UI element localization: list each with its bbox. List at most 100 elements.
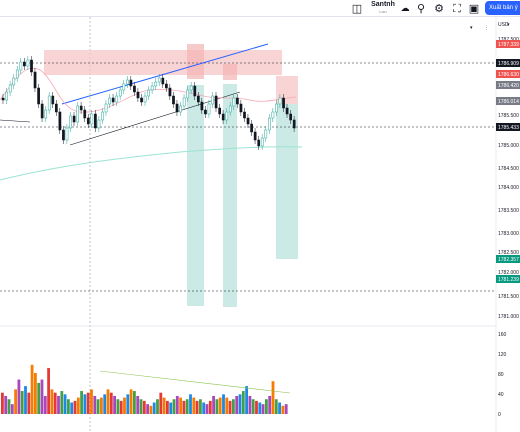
volume-bar [116,399,120,414]
currency-label[interactable]: USD [498,22,509,28]
candle-body [76,105,80,123]
candle-body [1,97,5,101]
candle-body [150,85,154,91]
volume-bar [166,400,169,414]
volume-trendline[interactable] [99,370,291,394]
candle-body [108,97,111,105]
supply-zone[interactable] [44,50,282,75]
volume-tick-label: 40 [498,392,504,398]
candle-body [58,111,62,131]
candle-body [200,101,204,111]
price-tag-label: 1786.630 [498,72,519,78]
volume-bar [162,397,166,414]
chevron-down-icon[interactable]: ▾ [507,22,510,28]
volume-bar [100,397,103,414]
volume-bar [241,391,245,414]
volume-bar [179,397,182,414]
volume-series[interactable] [1,364,288,414]
volume-bar [156,399,159,414]
price-tag-label: 1787.339 [498,42,519,48]
price-axis[interactable] [496,17,520,432]
volume-bar [30,364,34,414]
volume-bar [255,400,258,414]
publish-button[interactable]: Xuất bản ý [485,1,520,15]
top-toolbar: ◫ Santnh Lưu ☁ ⚲ ⚙ ⛶ ▣ Xuất bản ý [0,0,520,17]
camera-icon[interactable]: ▣ [468,2,480,15]
short-position-target[interactable] [276,104,298,259]
chart-area[interactable]: USD ▾ ▾ ⋮ 1787.5001786.5001786.0001785.5… [0,17,520,432]
target-zone[interactable] [223,84,237,307]
candle-body [278,97,282,105]
price-tag-label: 1786.420 [498,83,519,89]
candle-body [90,113,94,125]
candlestick-series[interactable] [1,56,296,150]
candle-body [246,117,250,125]
layout-icon[interactable]: ◫ [351,2,363,15]
volume-bar [90,389,93,414]
candle-body [65,127,69,141]
fullscreen-icon[interactable]: ⛶ [453,1,461,15]
candle-body [15,69,19,79]
candle-body [23,61,26,67]
trend-ray[interactable] [0,119,31,123]
candle-body [214,95,218,109]
candle-body [207,103,211,115]
volume-bar [123,397,126,414]
candle-body [55,103,58,113]
volume-bar [67,399,70,414]
volume-bar [261,404,265,414]
volume-bar [119,400,123,414]
volume-bar [185,399,189,414]
candle-body [33,71,37,89]
volume-bar [182,400,186,414]
chart-pane[interactable] [0,17,496,432]
candle-body [72,115,76,123]
volume-bar [265,399,268,414]
chevron-down-icon[interactable]: ▾ [470,25,473,31]
target-zone[interactable] [187,85,204,306]
candle-body [168,87,172,97]
volume-bar [222,394,225,414]
volume-bar [76,397,80,414]
volume-bar [34,373,37,414]
price-tag [496,123,520,131]
price-tick-label: 1782.000 [498,270,519,276]
candle-body [140,97,143,103]
candle-body [118,89,122,97]
volume-bar [63,394,67,414]
candle-body [97,119,101,129]
supply-zone-highlight[interactable] [187,44,204,79]
candle-body [211,95,214,105]
cloud-icon[interactable]: ☁ [400,3,410,14]
volume-bar [47,368,50,414]
price-tags: 1787.339 1786.909 1786.630 1786.420 1786.014… [496,40,520,283]
volume-bar [113,395,116,414]
candle-body [221,113,225,121]
candle-body [12,77,16,86]
volume-tick-label: 120 [498,352,507,358]
price-tag [496,59,520,67]
search-icon[interactable]: ⚲ [416,2,426,15]
volume-bar [139,399,143,414]
gear-icon[interactable]: ⚙ [434,2,444,15]
layout-name[interactable]: Santnh [371,1,395,8]
volume-bar [258,402,262,414]
candle-body [225,111,229,121]
candle-body [197,95,200,103]
candle-body [264,129,268,139]
volume-bar [195,400,199,414]
candle-body [175,103,179,113]
volume-bar [172,399,176,414]
price-tick-label: 1783.000 [498,231,519,237]
more-icon[interactable]: ⋮ [484,25,489,31]
volume-bar [106,389,110,414]
price-tick-label: 1781.500 [498,294,519,300]
supply-zone-highlight[interactable] [223,64,237,80]
candle-body [218,107,222,115]
candle-body [282,97,285,109]
volume-bar [205,404,209,414]
price-tag-label: 1786.014 [498,99,519,105]
upper-trendline[interactable] [61,43,269,105]
candle-body [47,95,51,111]
slow-moving-average[interactable] [0,146,303,181]
